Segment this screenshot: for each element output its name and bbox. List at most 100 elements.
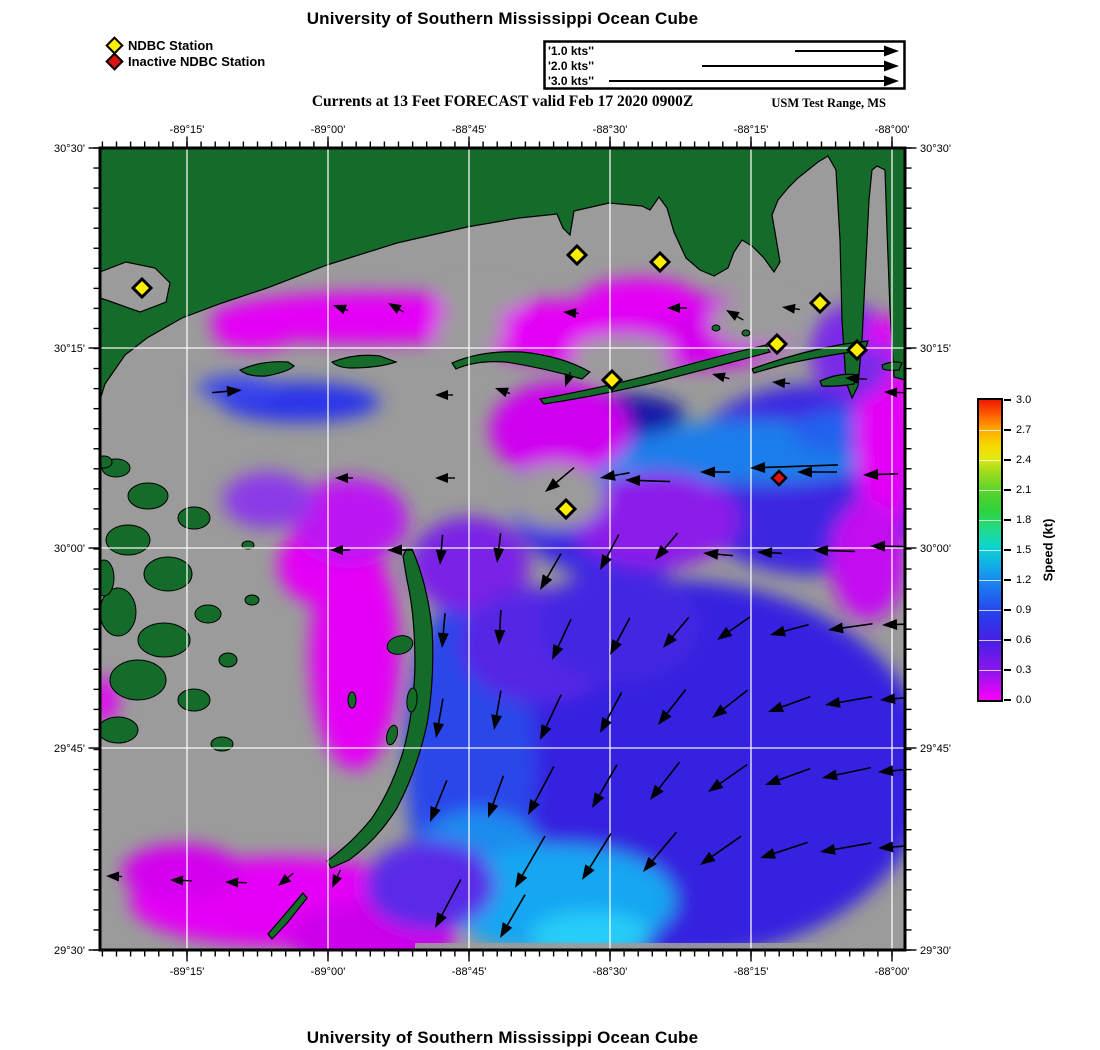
islet: [741, 329, 751, 337]
current-arrow-shaft: [894, 697, 905, 700]
colorbar-tick: [1004, 639, 1011, 641]
speed-blob: [540, 567, 700, 683]
current-arrow-head: [545, 478, 561, 492]
current-arrow-head: [882, 618, 898, 630]
current-arrow-shaft: [781, 695, 811, 708]
speed-blob: [198, 375, 278, 401]
lon-tick-label: -89°15': [170, 124, 205, 136]
range-label: USM Test Range, MS: [771, 96, 886, 110]
current-arrow-head: [878, 765, 894, 777]
colorbar-gridline: [979, 640, 1001, 641]
marsh-island: [143, 556, 193, 592]
current-arrow-head: [765, 774, 781, 786]
lat-tick-label: 30°15': [920, 343, 951, 355]
current-arrow-head: [437, 632, 449, 648]
speed-colorbar: [977, 398, 1003, 702]
current-arrow-head: [750, 461, 766, 473]
current-arrow-shaft: [839, 695, 873, 704]
current-arrow-head: [106, 871, 120, 882]
colorbar-tick: [1004, 699, 1011, 701]
inactive-ndbc-station-marker: [770, 469, 788, 487]
colorbar-tick: [1004, 549, 1011, 551]
colorbar-gridline: [979, 670, 1001, 671]
speed-blob: [530, 911, 650, 950]
current-arrow-shaft: [771, 551, 783, 555]
current-arrow-shaft: [506, 894, 526, 926]
marsh-island: [241, 540, 255, 550]
current-arrow-head: [435, 912, 447, 928]
speed-blob: [580, 278, 700, 322]
current-arrow-shaft: [442, 613, 446, 634]
land-polygon: [451, 351, 592, 380]
current-arrow-head: [592, 792, 605, 808]
current-arrow-head: [582, 864, 595, 880]
current-arrow-shaft: [440, 535, 444, 551]
colorbar-tick-label: 2.7: [1016, 424, 1032, 436]
scale-arrow-head: [884, 75, 899, 87]
speed-blob: [213, 314, 297, 350]
current-arrow-shaft: [842, 622, 873, 629]
scale-label: '2.0 kts'': [548, 59, 594, 73]
current-arrow-head: [878, 841, 894, 853]
current-arrow-head: [225, 877, 239, 888]
ndbc-station-marker: [845, 338, 869, 362]
current-arrow-shaft: [719, 763, 748, 785]
ndbc-station-marker: [600, 368, 624, 392]
marsh-island: [100, 559, 115, 597]
lon-tick-label: -88°00': [875, 124, 910, 136]
lat-tick-label: 29°45': [54, 743, 85, 755]
current-arrow-head: [278, 873, 292, 886]
current-arrow-shaft: [555, 466, 575, 483]
current-arrow-head: [797, 466, 812, 478]
land-polygon: [267, 892, 308, 940]
current-arrow-head: [493, 547, 505, 563]
current-arrow-head: [387, 544, 402, 556]
islet: [711, 324, 721, 332]
forecast-subtitle: Currents at 13 Feet FORECAST valid Feb 1…: [311, 93, 694, 110]
current-vectors: [106, 303, 905, 938]
speed-blob: [438, 288, 522, 316]
current-arrow-shaft: [614, 472, 630, 477]
current-arrow-shaft: [606, 534, 620, 558]
current-arrow-shaft: [434, 779, 448, 809]
marsh-island: [100, 587, 137, 637]
legend-item-ndbc-station: NDBC Station: [105, 35, 265, 55]
lon-tick-label: -88°15': [734, 966, 769, 978]
colorbar-tick-label: 2.4: [1016, 454, 1032, 466]
colorbar-tick-label: 0.0: [1016, 694, 1032, 706]
ndbc-station-marker: [565, 243, 589, 267]
lat-tick-label: 30°00': [920, 543, 951, 555]
current-arrow-head: [600, 469, 616, 481]
speed-blob: [122, 844, 242, 900]
colorbar-tick-label: 1.5: [1016, 544, 1032, 556]
current-arrow-shaft: [736, 315, 744, 321]
current-arrow-shaft: [827, 549, 856, 553]
lon-tick-label: -88°00': [875, 966, 910, 978]
lat-tick-label: 29°30': [54, 945, 85, 957]
current-arrow-head: [870, 540, 886, 552]
current-arrow-head: [772, 378, 786, 389]
current-arrow-shaft: [774, 841, 808, 855]
lat-tick-label: 30°00': [54, 543, 85, 555]
land-polygon: [100, 148, 905, 401]
current-arrow-shaft: [545, 694, 562, 727]
current-arrow-shaft: [877, 472, 899, 476]
marsh-island: [105, 524, 151, 556]
speed-blob: [365, 840, 495, 930]
current-arrow-head: [170, 875, 184, 886]
current-arrow-head: [487, 802, 499, 818]
lon-tick-label: -88°45': [452, 124, 487, 136]
speed-blob: [710, 298, 802, 346]
marsh-island: [100, 716, 139, 744]
current-arrow-shaft: [896, 623, 905, 626]
marsh-island: [137, 622, 191, 658]
current-arrow-shaft: [724, 376, 730, 380]
current-arrow-head: [768, 701, 784, 713]
colorbar-tick: [1004, 669, 1011, 671]
colorbar-tick-label: 1.8: [1016, 514, 1032, 526]
lon-tick-label: -89°15': [170, 966, 205, 978]
colorbar-tick: [1004, 579, 1011, 581]
current-arrow-head: [435, 473, 448, 483]
